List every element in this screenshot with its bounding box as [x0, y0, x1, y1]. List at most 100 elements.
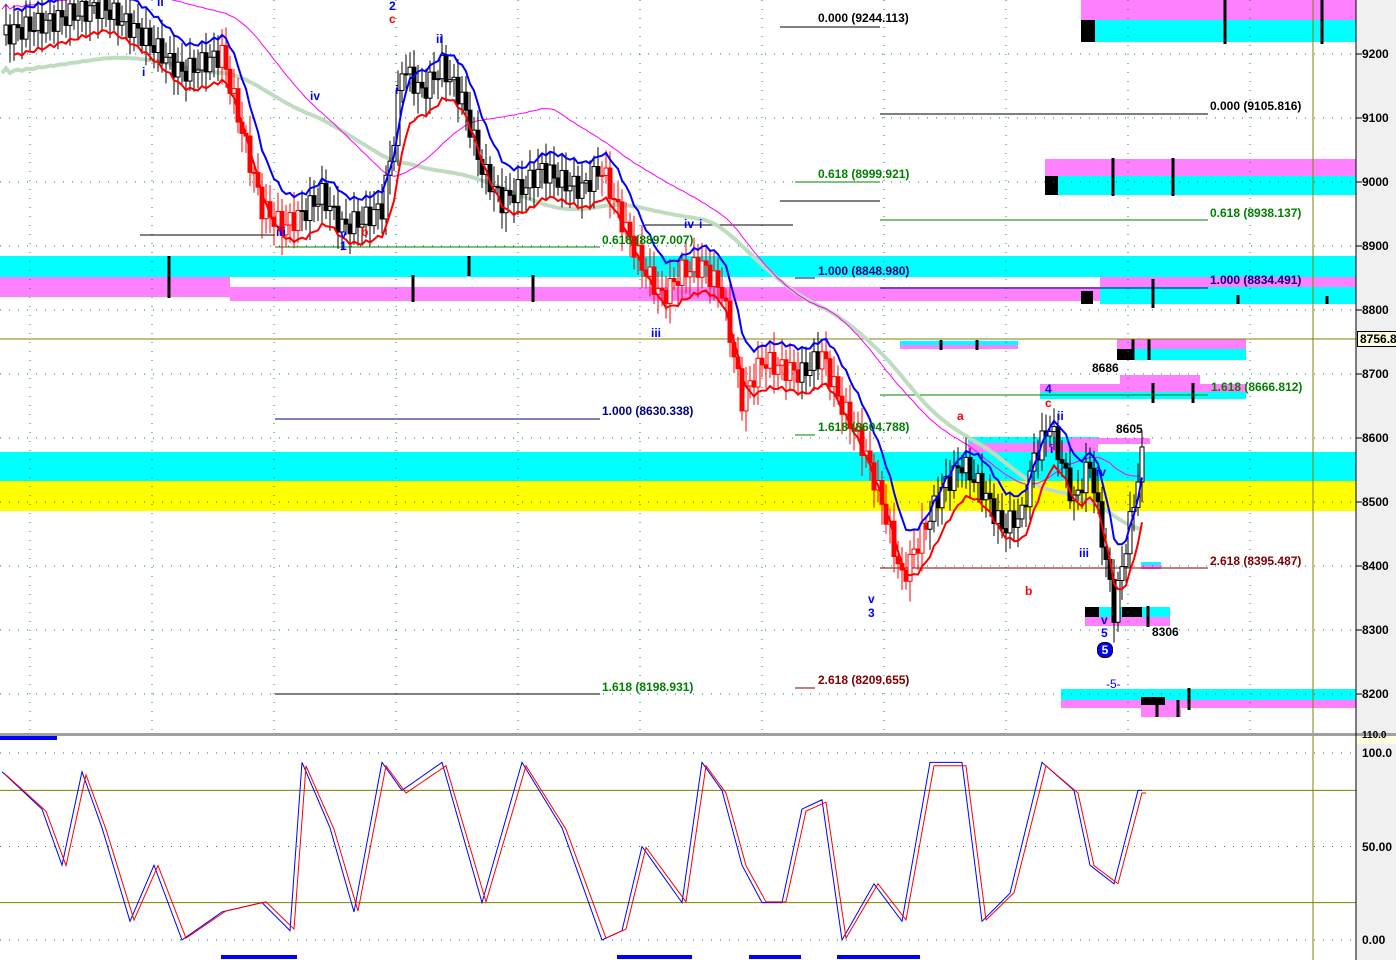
candle-body — [827, 358, 833, 388]
candle-body — [343, 218, 349, 225]
wave-label: iv — [310, 89, 321, 103]
signal-bar — [617, 955, 692, 959]
price-zone — [1081, 20, 1356, 42]
osc-tick-label: 100.0 — [1362, 746, 1393, 760]
tick-label: 9000 — [1362, 175, 1389, 189]
candle-body — [1055, 426, 1061, 461]
price-zone — [1141, 565, 1161, 569]
signal-bar — [221, 955, 297, 959]
candle-body — [503, 190, 509, 214]
candle-body — [979, 473, 985, 501]
candle-body — [399, 73, 405, 92]
candle-body — [639, 244, 645, 271]
candle-body — [303, 210, 309, 222]
candle-body — [455, 76, 461, 105]
candle-body — [1019, 504, 1025, 520]
wave-label: -5- — [1106, 677, 1121, 691]
candle-body — [319, 183, 325, 205]
wave-label: c — [389, 12, 396, 26]
candle-body — [535, 168, 541, 188]
current-price-label: 8756.8 — [1357, 331, 1396, 347]
wave-label: i — [395, 83, 399, 97]
candle-body — [67, 3, 73, 26]
tick-label: 8900 — [1362, 239, 1389, 253]
candle-body — [751, 380, 757, 388]
candle-body — [331, 205, 337, 208]
candle-body — [35, 12, 41, 32]
candle-body — [531, 169, 537, 188]
wave-label: b — [361, 225, 369, 239]
candle-body — [55, 10, 61, 32]
fib-label: 1.000 (8848.980) — [818, 264, 910, 278]
tick-label: 8200 — [1362, 687, 1389, 701]
candle-body — [127, 13, 133, 38]
tick-label: 9200 — [1362, 47, 1389, 61]
candle-body — [51, 13, 57, 32]
price-zone — [968, 437, 1098, 443]
price-zone — [0, 452, 1356, 481]
wave-label: iii — [1079, 546, 1090, 560]
candle-body — [1007, 510, 1013, 534]
candle-body — [603, 167, 609, 176]
tick-label: 8800 — [1362, 303, 1389, 317]
slow-ma-line — [13, 29, 1143, 591]
candle-body — [155, 38, 161, 53]
candle-body — [783, 359, 789, 381]
candle-body — [7, 24, 13, 45]
candle-body — [75, 15, 81, 21]
candle-body — [423, 87, 429, 99]
fib-label: 0.618 (8999.921) — [818, 167, 910, 181]
price-zone — [1045, 159, 1356, 176]
candle-body — [579, 182, 585, 199]
candle-body — [967, 456, 973, 481]
price-zone — [1061, 700, 1356, 708]
wave-label: 2 — [389, 0, 396, 13]
candle-body — [763, 364, 769, 369]
candle-body — [663, 289, 669, 305]
candle-body — [439, 54, 445, 80]
zone-block — [1117, 349, 1132, 360]
wave-label: 5 — [1101, 626, 1108, 640]
candle-body — [815, 351, 821, 370]
tick-label: 8400 — [1362, 559, 1389, 573]
oscillator-k-line — [1, 761, 1142, 942]
candle-body — [323, 183, 329, 212]
wave-label: b — [1025, 584, 1033, 598]
candle-body — [223, 44, 229, 70]
candle-body — [547, 164, 553, 184]
tick-label: 8500 — [1362, 495, 1389, 509]
candle-body — [183, 70, 189, 82]
wave-label: iii — [651, 326, 662, 340]
candle-body — [779, 359, 785, 366]
candle-body — [1011, 510, 1017, 528]
wave-label: 3 — [868, 606, 875, 620]
candle-body — [339, 218, 345, 233]
wave-label: iv — [684, 217, 695, 231]
candle-body — [523, 187, 529, 195]
fib-label: 1.000 (8630.338) — [602, 404, 694, 418]
tick-label: 8700 — [1362, 367, 1389, 381]
panel-divider — [0, 733, 1396, 736]
candle-body — [919, 522, 925, 554]
wave-label: i — [1050, 442, 1054, 456]
candle-body — [515, 179, 521, 204]
candle-body — [215, 50, 221, 68]
candle-body — [1123, 553, 1129, 568]
candle-body — [159, 38, 165, 64]
price-zone — [1100, 277, 1356, 287]
wave-circle-label: 5 — [1097, 642, 1113, 658]
candle-body — [347, 223, 353, 235]
price-zone — [1040, 384, 1246, 392]
candle-body — [447, 79, 453, 83]
candle-body — [799, 362, 805, 383]
candle-body — [691, 257, 697, 273]
candle-body — [907, 553, 913, 582]
candle-body — [543, 162, 549, 184]
candle-body — [831, 376, 837, 388]
candle-body — [571, 175, 577, 187]
candle-body — [1047, 431, 1053, 437]
candle-body — [111, 2, 117, 20]
candle-body — [627, 221, 633, 237]
candle-body — [363, 206, 369, 225]
